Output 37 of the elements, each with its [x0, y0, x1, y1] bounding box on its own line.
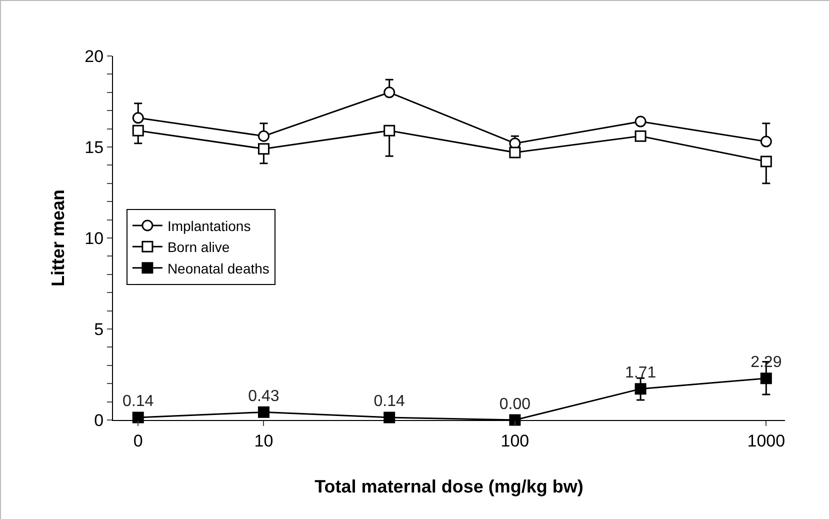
point [509, 146, 521, 158]
point [258, 130, 270, 142]
legend-label: Implantations [167, 218, 251, 234]
point [760, 156, 772, 168]
y-axis-title: Litter mean [48, 189, 68, 287]
point [760, 372, 772, 384]
point [634, 116, 646, 128]
point [384, 412, 396, 424]
point [132, 412, 144, 424]
data-label: 0.14 [122, 393, 154, 410]
data-label: 0.43 [248, 388, 280, 405]
point [509, 414, 521, 426]
x-axis-title: Total maternal dose (mg/kg bw) [314, 476, 584, 496]
data-label: 2.29 [750, 354, 782, 372]
x-tick-label: 100 [500, 431, 530, 450]
point [132, 112, 144, 124]
point [634, 130, 646, 142]
point [132, 124, 144, 136]
y-tick-label: 10 [84, 228, 104, 248]
x-tick-label: 0 [133, 431, 143, 450]
y-tick-label: 5 [94, 320, 104, 339]
point [384, 124, 396, 136]
x-tick-label: 10 [254, 431, 274, 450]
point [258, 143, 270, 155]
point [634, 383, 646, 395]
data-label: 1.71 [624, 364, 656, 382]
legend-label: Born alive [167, 239, 230, 256]
data-label: 0.00 [499, 396, 531, 413]
x-tick-label: 1000 [747, 431, 786, 450]
y-tick-label: 0 [94, 410, 104, 430]
y-tick-label: 15 [84, 138, 104, 157]
point [258, 406, 270, 418]
point [760, 136, 772, 148]
y-tick-label: 20 [84, 46, 104, 66]
point [384, 86, 396, 98]
data-label: 0.14 [374, 393, 406, 410]
legend-label: Neonatal deaths [167, 260, 270, 276]
